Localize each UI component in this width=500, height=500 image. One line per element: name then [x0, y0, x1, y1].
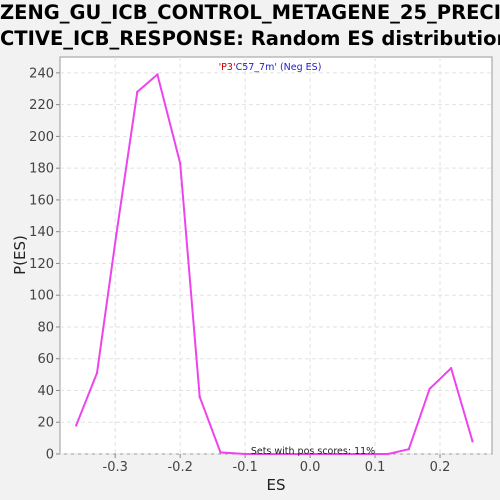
data-point	[269, 452, 273, 456]
x-tick-label: 0.0	[300, 460, 321, 475]
chart-annotation-bottom: Sets with pos scores: 11%	[251, 446, 375, 457]
data-point	[219, 451, 222, 454]
y-tick-label: 40	[37, 384, 54, 399]
data-point	[115, 232, 118, 235]
y-tick-label: 180	[29, 162, 54, 177]
data-point	[386, 452, 390, 456]
y-tick-label: 200	[29, 130, 54, 145]
data-point	[471, 440, 474, 443]
x-tick-label: -0.1	[232, 460, 257, 475]
series-layer	[75, 73, 474, 456]
data-point	[178, 162, 182, 165]
data-point	[198, 395, 201, 399]
chart-title-line-1: ZENG_GU_ICB_CONTROL_METAGENE_25_PRECI	[0, 1, 500, 24]
x-tick-label: 0.1	[365, 460, 386, 475]
chart-title-line-2: CTIVE_ICB_RESPONSE: Random ES distributi…	[0, 27, 500, 50]
data-point	[95, 371, 99, 375]
data-point	[449, 367, 453, 370]
chart-annotation-top: 'P3'C57_7m' (Neg ES)	[219, 62, 322, 73]
data-point	[347, 452, 351, 456]
y-tick-label: 140	[29, 225, 54, 240]
y-tick-label: 120	[29, 257, 54, 272]
x-tick-label: -0.2	[167, 460, 192, 475]
data-point	[428, 387, 431, 391]
y-tick-label: 20	[37, 416, 54, 431]
y-tick-label: 160	[29, 193, 54, 208]
data-point	[308, 452, 312, 456]
data-point	[156, 73, 159, 76]
y-tick-label: 0	[46, 448, 54, 463]
y-tick-label: 100	[29, 289, 54, 304]
data-point	[407, 448, 411, 451]
x-tick-label: -0.3	[103, 460, 128, 475]
y-axis-label: P(ES)	[11, 235, 29, 275]
axis-ticks: 0 20 40 60 80 100 120 140 160 180 200 220 240 -0.3 -0.…	[29, 66, 450, 475]
x-tick-label: 0.2	[430, 460, 451, 475]
data-point	[136, 90, 139, 94]
grid-lines	[60, 57, 492, 455]
data-point	[75, 424, 78, 427]
y-tick-label: 240	[29, 66, 54, 81]
annotation-part-1: 'P3'	[219, 62, 236, 73]
y-tick-label: 60	[37, 352, 54, 367]
data-point	[243, 452, 247, 456]
y-tick-label: 220	[29, 98, 54, 113]
y-tick-label: 80	[37, 320, 54, 335]
annotation-part-2: C57_7m' (Neg ES)	[236, 62, 322, 73]
x-axis-label: ES	[267, 476, 286, 494]
